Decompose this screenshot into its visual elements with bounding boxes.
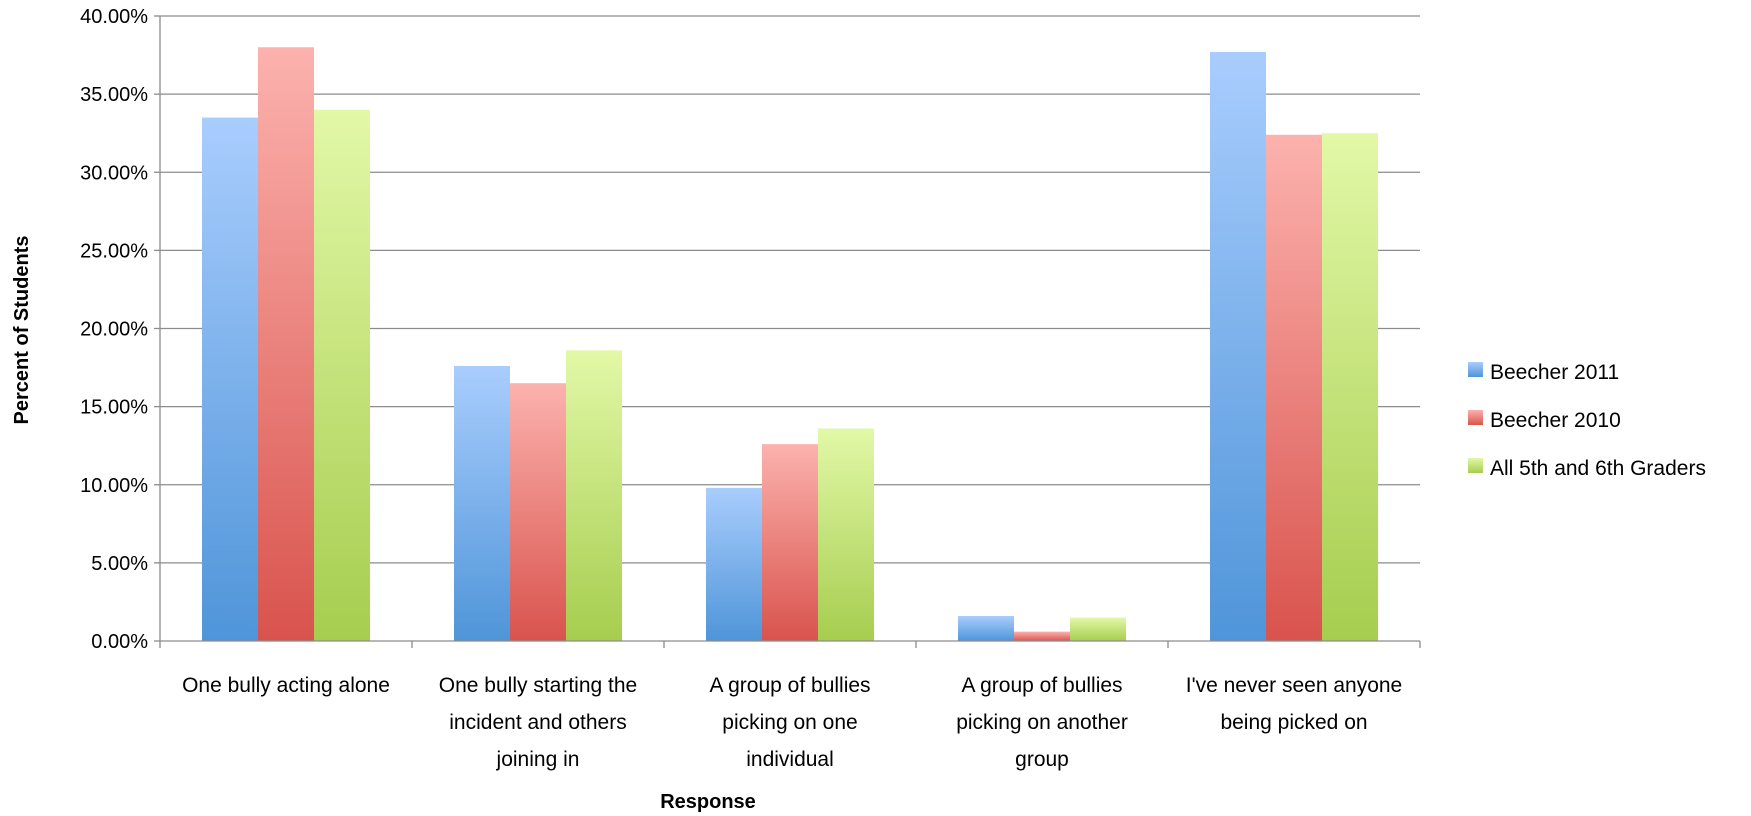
legend-label: All 5th and 6th Graders bbox=[1490, 457, 1706, 480]
x-category-label: One bully acting alone bbox=[182, 674, 390, 697]
bar-beecher-2010 bbox=[762, 444, 818, 641]
bar-all-5th-and-6th-graders bbox=[1322, 133, 1378, 641]
y-tick-label: 20.00% bbox=[80, 319, 148, 341]
x-category-label: I've never seen anyone being picked on bbox=[1186, 674, 1403, 734]
x-category-label: A group of bullies picking on another grou… bbox=[956, 674, 1128, 771]
bar-beecher-2010 bbox=[1266, 134, 1322, 641]
y-tick-label: 35.00% bbox=[80, 84, 148, 106]
bar-all-5th-and-6th-graders bbox=[314, 109, 370, 641]
y-tick-label: 25.00% bbox=[80, 240, 148, 262]
bar-beecher-2011 bbox=[202, 117, 258, 641]
bar-all-5th-and-6th-graders bbox=[566, 350, 622, 641]
y-tick-label: 40.00% bbox=[80, 6, 148, 28]
legend-swatch bbox=[1468, 458, 1483, 473]
y-tick-label: 10.00% bbox=[80, 475, 148, 497]
x-axis-title: Response bbox=[660, 791, 756, 813]
bar-beecher-2010 bbox=[258, 47, 314, 641]
bars bbox=[202, 47, 1378, 641]
bar-beecher-2011 bbox=[454, 366, 510, 641]
x-category-label: A group of bullies picking on one individu… bbox=[709, 674, 870, 771]
y-tick-label: 0.00% bbox=[91, 631, 148, 653]
legend-swatch bbox=[1468, 362, 1483, 377]
y-tick-label: 30.00% bbox=[80, 162, 148, 184]
y-axis-title: Percent of Students bbox=[11, 236, 33, 425]
bar-beecher-2010 bbox=[510, 383, 566, 641]
bar-all-5th-and-6th-graders bbox=[818, 428, 874, 641]
y-tick-labels: 0.00% 5.00% 10.00% 15.00% 20.00% 25.00% 30.00%… bbox=[80, 6, 148, 653]
legend-label: Beecher 2010 bbox=[1490, 409, 1621, 432]
legend-swatch bbox=[1468, 410, 1483, 425]
x-category-labels: One bully acting alone One bully starting… bbox=[182, 674, 1402, 771]
y-tick-label: 5.00% bbox=[91, 553, 148, 575]
axes bbox=[159, 16, 1421, 648]
bar-beecher-2011 bbox=[706, 487, 762, 641]
bar-beecher-2011 bbox=[958, 616, 1014, 641]
bar-beecher-2010 bbox=[1014, 631, 1070, 641]
legend-label: Beecher 2011 bbox=[1490, 361, 1619, 384]
x-category-label: One bully starting the incident and other… bbox=[439, 674, 637, 771]
bar-all-5th-and-6th-graders bbox=[1070, 617, 1126, 641]
legend: Beecher 2011 Beecher 2010 All 5th and 6th … bbox=[1468, 361, 1706, 480]
bar-beecher-2011 bbox=[1210, 51, 1266, 641]
y-tick-label: 15.00% bbox=[80, 397, 148, 419]
